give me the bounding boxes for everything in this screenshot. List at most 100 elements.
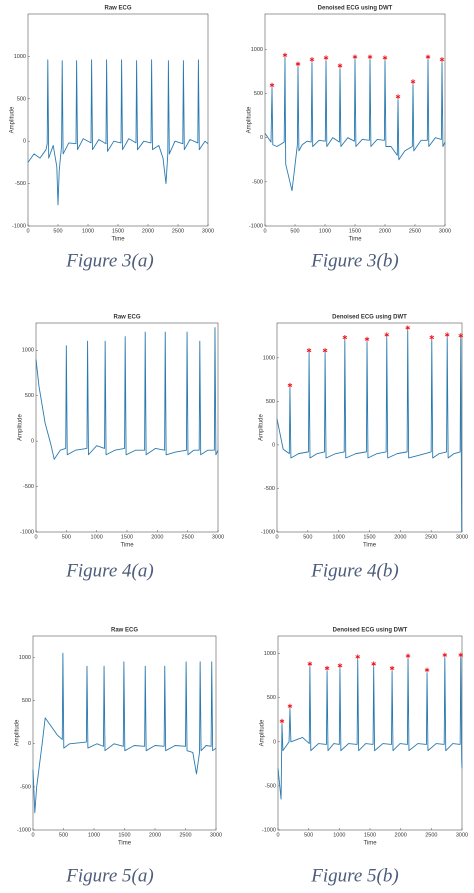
y-axis-label: Amplitude [259,414,265,441]
peak-marker [282,52,288,58]
figure-caption: Figure 4(a) [65,560,153,581]
ecg-line [277,657,463,800]
y-tick-label: 0 [272,442,275,448]
y-tick-label: 1000 [264,651,276,657]
x-tick-label: 2500 [425,832,437,838]
x-tick-label: 0 [263,228,266,234]
peak-marker [287,382,293,388]
x-tick-label: 500 [304,832,313,838]
x-tick-label: 500 [53,228,62,234]
x-axis-label: Time [363,841,377,847]
ecg-line [276,330,463,533]
y-tick-label: 0 [28,741,31,747]
peak-marker [458,333,464,339]
peak-marker [395,94,401,100]
x-tick-label: 3000 [456,832,468,838]
chart-title: Denoised ECG using DWT [318,6,393,12]
peak-marker [323,55,329,61]
figure-caption: Figure 3(b) [310,250,398,271]
y-tick-label: -500 [15,181,26,187]
ecg-line [264,57,446,192]
x-tick-label: 500 [62,534,71,540]
ecg-line [27,59,209,206]
y-tick-label: -500 [23,484,34,490]
x-tick-label: 500 [303,534,312,540]
x-tick-label: 2500 [182,534,194,540]
x-tick-label: 3000 [212,534,224,540]
peak-marker [425,54,431,60]
peak-marker [279,718,285,724]
x-tick-label: 0 [31,832,34,838]
x-tick-label: 0 [34,534,37,540]
x-tick-label: 1000 [88,832,100,838]
plot-area [276,322,463,533]
chart-title: Denoised ECG using DWT [332,315,407,321]
x-tick-label: 500 [290,228,299,234]
x-tick-label: 3000 [210,832,222,838]
peak-marker [371,661,376,667]
peak-marker [295,61,301,67]
peak-marker [324,665,330,671]
x-axis-label: Time [111,237,125,243]
y-tick-label: 500 [22,698,31,704]
x-tick-label: 1000 [333,534,345,540]
peak-marker [442,652,448,658]
peak-marker [382,55,388,61]
figure-caption: Figure 3(a) [65,250,153,271]
peak-marker [405,325,411,331]
x-tick-label: 2000 [151,534,163,540]
x-axis-label: Time [348,237,362,243]
x-tick-label: 1000 [319,228,331,234]
y-tick-label: 500 [267,695,276,701]
peak-marker [287,703,293,709]
figure-caption: Figure 5(b) [310,865,398,886]
y-axis-label: Amplitude [10,106,16,133]
y-tick-label: 1000 [19,655,31,661]
x-tick-label: 1500 [349,228,361,234]
x-tick-label: 2500 [425,534,437,540]
x-tick-label: 2500 [409,228,421,234]
y-tick-label: -1000 [261,529,275,535]
x-tick-label: 1500 [118,832,130,838]
y-axis-label: Amplitude [15,719,21,746]
x-tick-label: 0 [275,534,278,540]
y-tick-label: 1000 [22,348,34,354]
y-tick-label: 1000 [14,54,26,60]
peak-marker [352,54,358,60]
y-tick-label: 1000 [263,355,275,361]
peak-marker [355,654,361,660]
peak-marker [444,332,450,338]
y-tick-label: -500 [20,784,31,790]
peak-marker [307,661,313,667]
x-axis-label: Time [120,543,134,549]
y-tick-label: 0 [31,439,34,445]
x-tick-label: 1000 [333,832,345,838]
y-tick-label: 0 [260,135,263,141]
x-tick-label: 1500 [112,228,124,234]
chart-title: Raw ECG [104,6,131,12]
y-tick-label: -1000 [17,827,31,833]
x-tick-label: 2500 [172,228,184,234]
x-tick-label: 1500 [121,534,133,540]
peak-marker [337,63,343,69]
peak-marker [405,653,411,659]
x-tick-label: 1000 [91,534,103,540]
y-tick-label: -1000 [12,223,26,229]
x-tick-label: 2000 [149,832,161,838]
chart-title: Raw ECG [113,315,140,321]
y-tick-label: -1000 [249,223,263,229]
x-tick-label: 2000 [142,228,154,234]
y-axis-label: Amplitude [18,414,24,441]
peak-marker [337,663,343,669]
x-tick-label: 2500 [179,832,191,838]
peak-marker [269,82,275,88]
x-axis-label: Time [118,841,132,847]
peak-marker [306,348,312,353]
x-tick-label: 1500 [364,832,376,838]
peak-marker [429,335,435,340]
chart-title: Denoised ECG using DWT [333,628,408,634]
peak-marker [364,336,370,342]
peak-marker [389,665,395,671]
plot-area [35,322,219,533]
y-axis-label: Amplitude [260,719,266,746]
